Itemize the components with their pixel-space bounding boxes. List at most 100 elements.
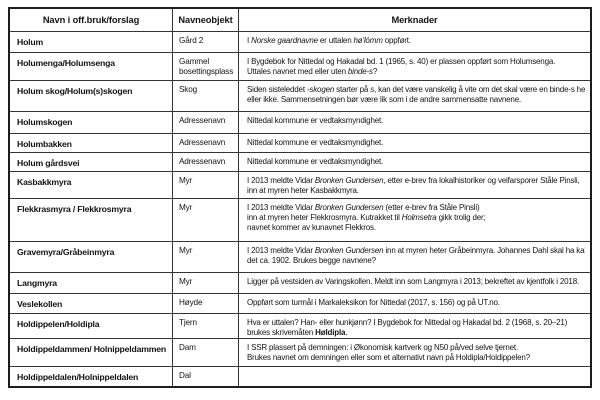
remark-segment: eller ikke. Sammensetningen bør være lik… [247, 94, 522, 104]
remarks-cell: I SSR plassert på demningen: i Økonomisk… [238, 339, 590, 366]
remark-line: brukes skrivemåten Høldipla. [247, 328, 585, 338]
remark-segment: Nittedal kommune er vedtaksmyndighet. [247, 156, 384, 166]
table-row: Langmyra Myr Ligger på vestsiden av Vari… [10, 272, 590, 293]
object-cell: Adressenavn [172, 153, 238, 171]
remarks-cell: Ligger på vestsiden av Varingskollen. Me… [238, 273, 590, 293]
remark-segment: I Bygdebok for Nittedal og Hakadal bd. 1… [247, 56, 556, 66]
object-cell: Adressenavn [172, 112, 238, 133]
remark-segment: Bronken Gundersen [314, 202, 384, 212]
table-header-row: Navn i off.bruk/forslag Navneobjekt Merk… [10, 9, 590, 31]
remarks-cell: Nittedal kommune er vedtaksmyndighet. [238, 134, 590, 152]
name-cell: Holdippelen/Holdipla [17, 319, 100, 329]
remarks-cell: I 2013 meldte Vidar Bronken Gundersen (e… [238, 199, 590, 241]
table-row: Kasbakkmyra Myr I 2013 meldte Vidar Bron… [10, 171, 590, 198]
remark-segment: oppført. [382, 35, 411, 45]
name-cell: Kasbakkmyra [17, 177, 72, 187]
remark-segment: (etter e-brev fra Ståle Pinsli) [383, 202, 480, 212]
table-row: Holdippeldammen/ Holnippeldammen Dam I S… [10, 338, 590, 366]
object-cell: Myr [172, 199, 238, 241]
remark-segment: det ca. 1902. Brukes begge navnene? [247, 255, 376, 265]
remark-segment: er uttalen [317, 35, 354, 45]
name-cell: Gravemyra/Gråbeinmyra [17, 247, 115, 257]
remark-line: Brukes navnet om demningen eller som et … [247, 353, 585, 363]
object-cell: Dal [172, 367, 238, 386]
remark-segment: Holmsetra [401, 212, 437, 222]
header-object-column: Navneobjekt [172, 9, 238, 31]
remarks-cell: I 2013 meldte Vidar Bronken Gundersen, e… [238, 172, 590, 198]
remark-line: I 2013 meldte Vidar Bronken Gundersen in… [247, 246, 585, 256]
remark-segment: brukes skrivemåten [247, 327, 316, 337]
remark-segment: I SSR plassert på demningen: i Økonomisk… [247, 342, 518, 352]
remark-segment: binde-s [347, 66, 373, 76]
name-cell: Holdippeldammen/ Holnippeldammen [17, 344, 167, 354]
object-cell: Skog [172, 81, 238, 111]
remark-line: Oppført som turmål i Markaleksikon for N… [247, 298, 585, 308]
remarks-cell: Oppført som turmål i Markaleksikon for N… [238, 294, 590, 313]
header-remarks-column: Merknader [238, 9, 590, 31]
remark-segment: Siden sisteleddet [247, 84, 307, 94]
header-name-column: Navn i off.bruk/forslag [42, 14, 140, 25]
name-cell: Holum skog/Holum(s)skogen [17, 86, 133, 96]
remark-line: I SSR plassert på demningen: i Økonomisk… [247, 343, 585, 353]
remark-line: I Norske gaardnavne er uttalen hø'lómm o… [247, 36, 585, 46]
remark-segment: Bronken Gundersen [314, 175, 384, 185]
object-cell: Gammel bosettingsplass [172, 53, 238, 80]
name-cell: Flekkrasmyra / Flekkrosmyra [17, 204, 132, 214]
remark-line: navnet kommer av kunavnet Flekkros. [247, 223, 585, 233]
remark-segment: , kan det være vanskelig å vite om det s… [374, 84, 585, 94]
remark-segment: starter på [334, 84, 371, 94]
remark-line: I 2013 meldte Vidar Bronken Gundersen, e… [247, 176, 585, 186]
remark-segment: I 2013 meldte Vidar [247, 202, 315, 212]
remark-segment: gikk trolig der; [436, 212, 486, 222]
remark-segment: inn at myren heter Kasbakkmyra. [247, 185, 359, 195]
remarks-cell: I Norske gaardnavne er uttalen hø'lómm o… [238, 32, 590, 52]
remark-segment: Hva er uttalen? Han- eller hunkjønn? I B… [247, 317, 568, 327]
table-row: Holdippeldalen/Holnippeldalen Dal [10, 366, 590, 386]
table-row: Holumenga/Holumsenga Gammel bosettingspl… [10, 52, 590, 80]
remark-segment: Nittedal kommune er vedtaksmyndighet. [247, 115, 384, 125]
object-cell: Dam [172, 339, 238, 366]
name-cell: Langmyra [17, 278, 57, 288]
remark-segment: inn at myren heter Flekkrosmyra. Kutrakk… [247, 212, 402, 222]
remark-segment: I 2013 meldte Vidar [247, 245, 315, 255]
remark-line: Uttales navnet med eller uten binde-s? [247, 67, 585, 77]
object-cell: Gård 2 [172, 32, 238, 52]
name-cell: Holumbakken [17, 139, 72, 149]
name-cell: Holum gårdsvei [17, 158, 80, 168]
remark-segment: Oppført som turmål i Markaleksikon for N… [247, 297, 500, 307]
remark-line: inn at myren heter Flekkrosmyra. Kutrakk… [247, 213, 585, 223]
object-cell: Tjern [172, 314, 238, 338]
table-row: Holdippelen/Holdipla Tjern Hva er uttale… [10, 313, 590, 338]
table-row: Holum gårdsvei Adressenavn Nittedal komm… [10, 152, 590, 171]
object-cell: Høyde [172, 294, 238, 313]
remarks-cell: Nittedal kommune er vedtaksmyndighet. [238, 153, 590, 171]
remark-segment: s [370, 84, 375, 94]
remark-segment: ? [372, 66, 378, 76]
remark-line: Nittedal kommune er vedtaksmyndighet. [247, 157, 585, 167]
remark-segment: Brukes navnet om demningen eller som et … [247, 352, 530, 362]
remark-line: Nittedal kommune er vedtaksmyndighet. [247, 138, 585, 148]
remarks-cell: I 2013 meldte Vidar Bronken Gundersen in… [238, 242, 590, 272]
remark-segment: Høldipla [315, 327, 346, 337]
remarks-cell: I Bygdebok for Nittedal og Hakadal bd. 1… [238, 53, 590, 80]
remarks-cell: Nittedal kommune er vedtaksmyndighet. [238, 112, 590, 133]
remark-line: det ca. 1902. Brukes begge navnene? [247, 256, 585, 266]
remark-segment: I 2013 meldte Vidar [247, 175, 315, 185]
name-cell: Veslekollen [17, 299, 63, 309]
table-row: Holumbakken Adressenavn Nittedal kommune… [10, 133, 590, 152]
remarks-cell: Hva er uttalen? Han- eller hunkjønn? I B… [238, 314, 590, 338]
remark-line: Nittedal kommune er vedtaksmyndighet. [247, 116, 585, 126]
remark-segment: Bronken Gundersen [314, 245, 384, 255]
remark-line: I 2013 meldte Vidar Bronken Gundersen (e… [247, 203, 585, 213]
remark-line: I Bygdebok for Nittedal og Hakadal bd. 1… [247, 57, 585, 67]
object-cell: Myr [172, 273, 238, 293]
remark-segment: inn at myren heter Gråbeinmyra. Johannes… [383, 245, 585, 255]
remark-segment: Ligger på vestsiden av Varingskollen. Me… [247, 276, 580, 286]
table-row: Holumskogen Adressenavn Nittedal kommune… [10, 111, 590, 133]
remark-line: Hva er uttalen? Han- eller hunkjønn? I B… [247, 318, 585, 328]
place-names-table: Navn i off.bruk/forslag Navneobjekt Merk… [8, 7, 592, 388]
remark-segment: -skogen [306, 84, 335, 94]
remark-segment: Uttales navnet med eller uten [247, 66, 348, 76]
remark-segment: Nittedal kommune er vedtaksmyndighet. [247, 137, 384, 147]
